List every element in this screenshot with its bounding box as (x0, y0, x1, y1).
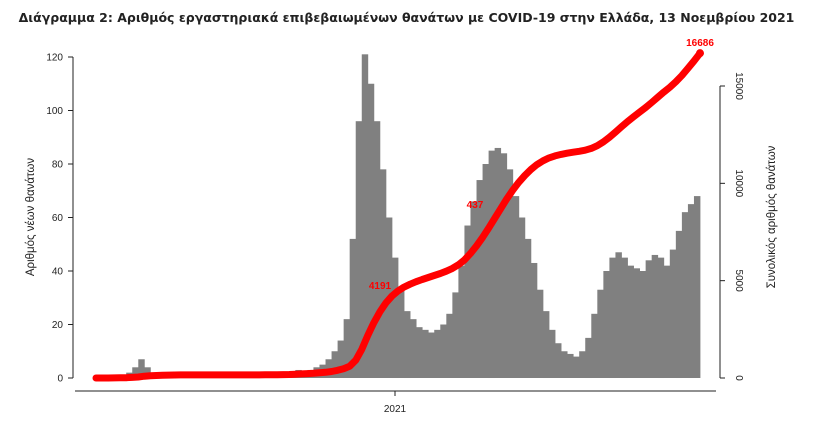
bar (542, 311, 550, 379)
bar (615, 252, 622, 378)
bar (331, 351, 338, 378)
bar (476, 180, 483, 378)
bar (337, 340, 345, 378)
bar (651, 254, 659, 378)
bar (693, 196, 701, 378)
bar (470, 201, 477, 378)
bar (464, 225, 471, 378)
y-tick-label: 120 (46, 53, 63, 64)
bar (458, 265, 465, 378)
y-tick-label: 60 (52, 213, 64, 224)
bar (361, 54, 369, 378)
bar (549, 329, 556, 378)
bar (391, 257, 399, 379)
bar (428, 332, 435, 378)
bars-group (108, 54, 701, 379)
bar (645, 260, 653, 378)
bar (567, 353, 574, 378)
y2-axis-title: Συνολικός αριθμός θανάτων (766, 145, 778, 288)
bar (452, 292, 459, 378)
bar (512, 196, 520, 378)
bar (633, 268, 640, 378)
bar (379, 169, 387, 378)
bar (373, 121, 381, 378)
bar (446, 313, 453, 378)
y-tick-label: 20 (52, 320, 64, 331)
bar (609, 257, 616, 379)
bar (663, 265, 671, 378)
y-tick-label: 0 (57, 374, 63, 385)
cumulative-line (92, 49, 704, 382)
bar (591, 313, 598, 378)
bar (561, 351, 568, 378)
bar (573, 356, 580, 378)
y-tick-label: 40 (52, 267, 64, 278)
bar (585, 337, 592, 379)
y-tick-label: 100 (46, 106, 63, 117)
bar (355, 121, 363, 378)
bar (500, 153, 508, 378)
bar (367, 83, 375, 378)
bar (349, 238, 357, 378)
bar (669, 249, 677, 378)
bar (404, 311, 411, 379)
cumulative-annotation-4191: 4191 (369, 281, 392, 292)
bar (687, 204, 695, 379)
y2-tick-label: 15000 (733, 72, 744, 100)
cumulative-line-group (92, 49, 704, 382)
axes-group: 0 20 40 60 80 100 120 0 5000 10000 15000 (46, 53, 744, 396)
y-axis-title: Αριθμός νέων θανάτων (25, 158, 37, 277)
y2-tick-label: 10000 (733, 169, 744, 197)
bar (627, 265, 634, 378)
total-annotation: 16686 (686, 38, 714, 49)
bar (675, 230, 683, 379)
bar (434, 329, 441, 378)
bar (440, 324, 447, 378)
bar (410, 319, 417, 378)
bar (536, 289, 544, 378)
total-marker (696, 49, 704, 58)
bar (132, 367, 139, 378)
bar (494, 147, 502, 378)
bar (482, 164, 489, 378)
bar (343, 319, 351, 378)
cumulative-annotation-437: 437 (467, 200, 484, 211)
bar (524, 238, 532, 378)
y-tick-label: 80 (52, 160, 64, 171)
bar (506, 169, 514, 378)
bar (416, 327, 423, 378)
bar (657, 257, 665, 379)
y2-tick-label: 5000 (733, 270, 744, 293)
x-tick-label-2021: 2021 (384, 404, 407, 415)
bar (488, 150, 496, 379)
chart-title: Διάγραμμα 2: Αριθμός εργαστηριακά επιβεβ… (18, 10, 795, 25)
bar (530, 262, 538, 378)
y2-tick-label: 0 (733, 375, 744, 381)
bar (398, 289, 405, 378)
bar (639, 271, 647, 378)
bar (422, 329, 429, 378)
bar (621, 257, 628, 379)
bar (681, 212, 689, 378)
bar (518, 217, 526, 378)
bar (597, 289, 604, 378)
bar (579, 351, 586, 378)
bar (603, 271, 610, 378)
bar (555, 343, 562, 378)
bar (138, 359, 145, 378)
